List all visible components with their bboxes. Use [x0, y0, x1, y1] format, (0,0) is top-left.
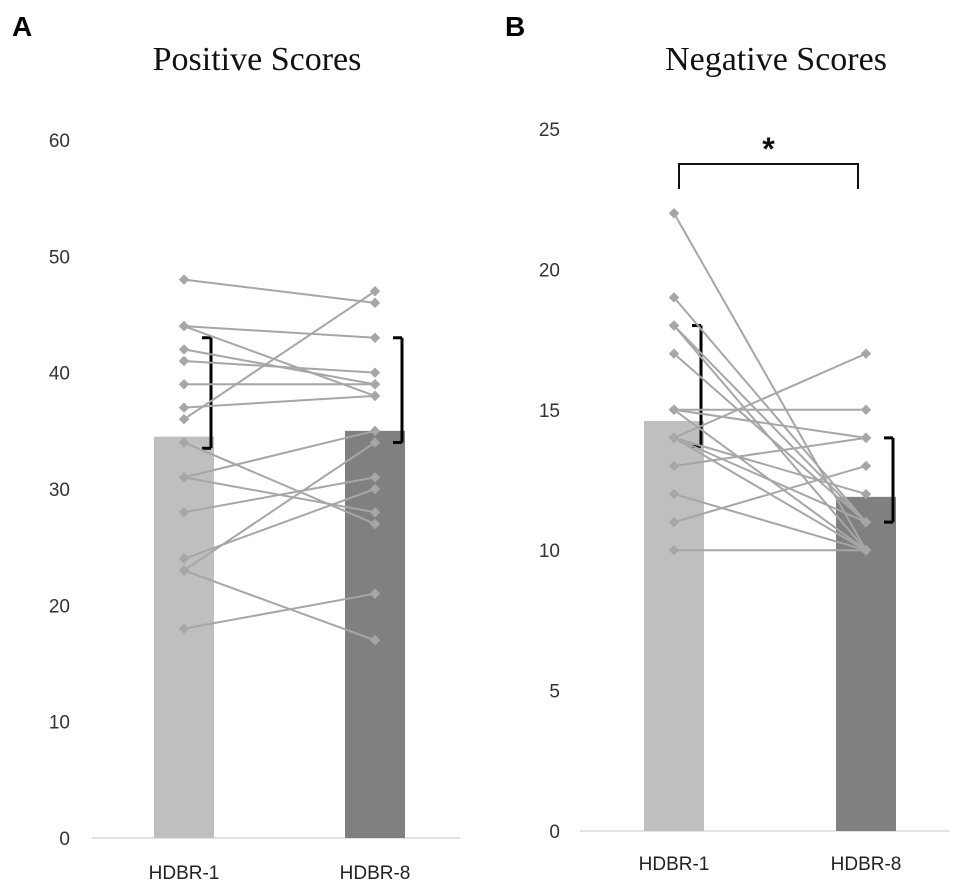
subject-point	[369, 635, 381, 646]
y-tick-label: 30	[49, 480, 70, 501]
subject-point	[369, 472, 381, 483]
negative-scores-chart: Negative Scores 0 5 10 15 20 25 HDBR-1 HDBR-8 *	[539, 41, 950, 875]
subject-line	[673, 352, 867, 439]
subject-line	[183, 278, 376, 304]
y-tick-label: 25	[539, 120, 560, 141]
subject-point	[178, 274, 190, 285]
y-tick-label: 15	[539, 401, 560, 422]
subject-line	[183, 360, 376, 374]
bar-hdbr-8	[345, 430, 405, 838]
subject-point	[369, 483, 381, 495]
bar-hdbr-1	[644, 421, 704, 831]
subject-point	[860, 348, 872, 359]
subject-point	[369, 297, 381, 309]
subject-point	[369, 437, 381, 448]
subject-point	[860, 404, 872, 415]
panel-letter-b: B	[505, 11, 525, 42]
y-tick-label: 20	[49, 596, 70, 617]
y-tick-label: 5	[549, 682, 560, 703]
subject-point	[178, 553, 190, 564]
subject-point	[178, 623, 190, 634]
subject-line	[673, 493, 867, 552]
subject-point	[668, 404, 680, 415]
subject-point	[178, 402, 190, 413]
subject-point	[668, 320, 680, 331]
subject-line	[183, 429, 376, 479]
subject-point	[668, 432, 680, 444]
chart-title: Positive Scores	[153, 41, 362, 78]
chart-title: Negative Scores	[665, 41, 887, 78]
subject-point	[369, 507, 381, 518]
y-tick-label: 20	[539, 260, 560, 281]
subject-point	[860, 516, 872, 528]
subject-point	[860, 545, 872, 556]
subject-line	[183, 325, 376, 339]
subject-point	[860, 460, 872, 472]
y-tick-label: 0	[549, 822, 560, 843]
subject-point	[668, 292, 680, 303]
subject-point	[668, 348, 680, 359]
subject-point	[668, 516, 680, 528]
subject-line	[183, 394, 376, 409]
subject-line	[183, 592, 376, 630]
subject-point	[668, 488, 680, 500]
subject-line	[673, 436, 867, 524]
subject-point	[178, 565, 190, 576]
subject-line	[183, 290, 376, 421]
y-tick-label: 10	[539, 541, 560, 562]
significance-marker: *	[762, 131, 775, 167]
subject-point	[860, 432, 872, 444]
subject-line	[673, 408, 867, 439]
subject-point	[369, 367, 381, 378]
subject-point	[668, 545, 680, 556]
subject-point	[668, 460, 680, 472]
subject-point	[178, 472, 190, 483]
x-category-label: HDBR-1	[149, 863, 220, 884]
subject-point	[369, 518, 381, 530]
subject-point	[178, 320, 190, 332]
subject-line	[673, 352, 867, 523]
subject-point	[369, 332, 381, 343]
subject-line	[183, 441, 376, 525]
y-tick-label: 10	[49, 713, 70, 734]
subject-point	[369, 379, 381, 390]
bar-hdbr-1	[154, 436, 214, 838]
subject-point	[369, 286, 381, 297]
subject-point	[860, 488, 872, 500]
subject-line	[183, 441, 376, 572]
subject-line	[673, 465, 867, 524]
y-tick-label: 60	[49, 131, 70, 152]
positive-scores-chart: Positive Scores 0 10 20 30 40 50 60 HDBR-1 HDBR-8	[49, 41, 460, 884]
y-tick-label: 40	[49, 364, 70, 385]
x-category-label: HDBR-8	[340, 863, 411, 884]
subject-line	[183, 488, 376, 560]
subject-line	[183, 476, 376, 514]
subject-line	[673, 436, 867, 495]
x-category-label: HDBR-8	[831, 854, 902, 875]
subject-point	[668, 208, 680, 219]
subject-point	[369, 425, 381, 437]
subject-line	[673, 436, 867, 467]
subject-point	[178, 355, 190, 367]
subject-point	[178, 344, 190, 355]
subject-point	[178, 437, 190, 448]
subject-point	[178, 507, 190, 518]
x-category-label: HDBR-1	[639, 854, 710, 875]
significance-bracket	[678, 163, 859, 189]
subject-point	[178, 379, 190, 390]
y-tick-label: 0	[59, 829, 70, 850]
y-tick-label: 50	[49, 247, 70, 268]
subject-point	[178, 414, 190, 425]
subject-point	[369, 390, 381, 402]
subject-point	[369, 588, 381, 599]
subject-line	[183, 569, 376, 642]
panel-letter-a: A	[12, 11, 32, 42]
